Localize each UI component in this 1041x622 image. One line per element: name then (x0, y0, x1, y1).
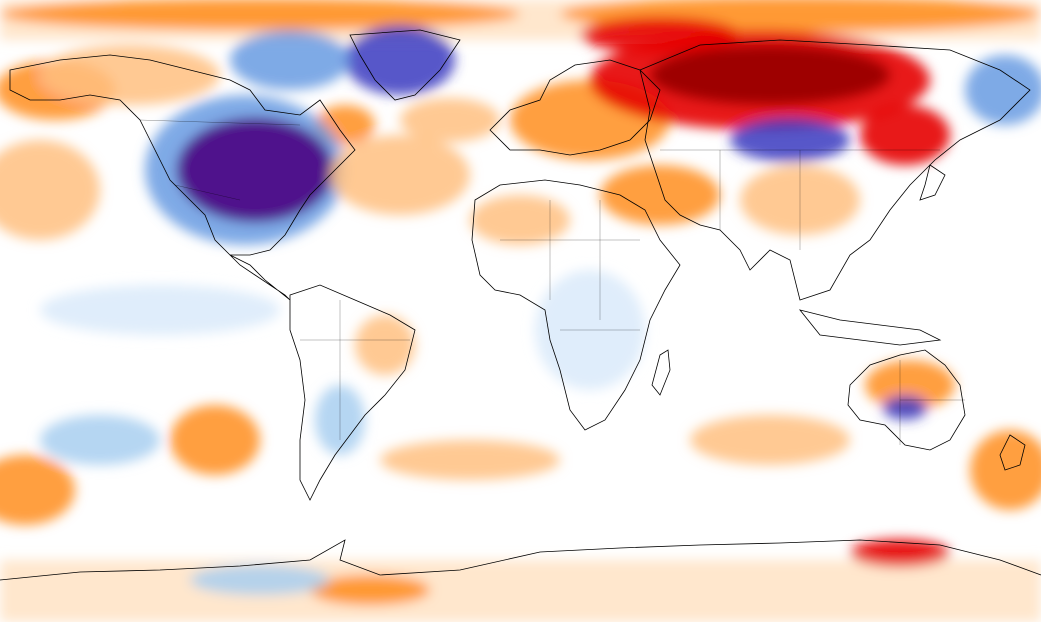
south-america-coast (289, 284, 416, 501)
australia-warm-anomaly (865, 360, 955, 410)
southern-ocean-warm-1 (380, 440, 560, 480)
africa-coast (471, 179, 681, 431)
equatorial-pacific-cool (40, 285, 280, 335)
japan-coast (919, 164, 946, 201)
antarctic-warm-band (0, 560, 1041, 622)
pacific-cool-anomaly (40, 415, 160, 465)
central-america-coast (229, 254, 291, 301)
antarctica-coast (0, 539, 1041, 581)
greenland-cold-anomaly (345, 25, 455, 95)
country-borders (139, 119, 965, 445)
middle-east-warm-anomaly (600, 165, 720, 225)
canada-warm-anomaly (40, 45, 220, 105)
greenland-coast (349, 29, 461, 101)
russia-warm-core (650, 45, 890, 105)
atlantic-warm-patch (400, 98, 500, 142)
east-siberia-cold (965, 55, 1041, 125)
africa-borders (500, 200, 640, 331)
coastlines (0, 29, 1041, 581)
southern-ocean-warm-2 (690, 415, 850, 465)
us-cold-anomaly-core (177, 118, 333, 222)
atlantic-warm-anomaly (330, 135, 470, 215)
far-south-pacific-warm (0, 455, 75, 525)
europe-coast (489, 59, 661, 156)
australia-coast (847, 349, 966, 451)
us-canada-border (139, 119, 301, 126)
arctic-warm-core (0, 0, 520, 30)
australia-cool-anomaly (883, 396, 927, 420)
south-pacific-warm-anomaly (170, 405, 260, 475)
siberia-warm-anomaly (860, 105, 950, 165)
central-asia-cold-anomaly (730, 118, 850, 162)
indonesia-coast (798, 309, 942, 346)
north-america-coast (9, 54, 356, 256)
baffin-cold-anomaly (230, 30, 350, 90)
brazil-warm-anomaly (355, 315, 415, 375)
antarctic-warm-west (310, 575, 430, 605)
new-zealand-coast (999, 434, 1026, 471)
antarctic-warm-core (850, 539, 950, 567)
asia-borders (660, 149, 940, 250)
south-america-borders (300, 300, 410, 440)
sahara-warm-anomaly (470, 195, 570, 245)
australia-borders (899, 360, 965, 445)
us-mexico-border (174, 184, 241, 201)
asia-coast (639, 39, 1031, 301)
pacific-nw-warm (0, 140, 100, 240)
arctic-russia-warm (580, 17, 740, 53)
madagascar-coast (651, 349, 671, 396)
antarctic-cool-anomaly (190, 565, 330, 595)
